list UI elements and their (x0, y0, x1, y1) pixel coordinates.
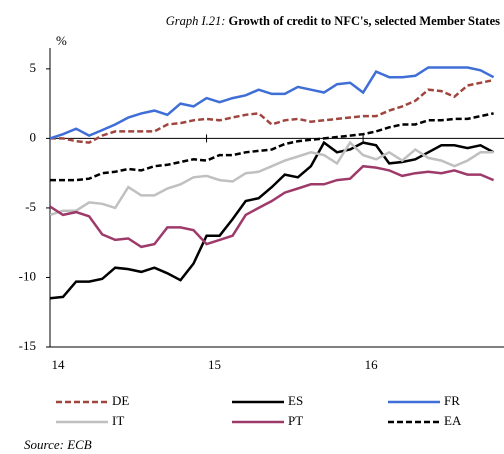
legend-label: ES (288, 393, 303, 408)
x-tick-label: 16 (365, 357, 379, 372)
legend-label: DE (112, 393, 129, 408)
series-line (50, 164, 495, 249)
y-axis-label: % (56, 33, 67, 48)
legend-label: IT (112, 413, 124, 428)
y-tick-label: -10 (19, 268, 36, 283)
series-line (50, 66, 495, 140)
series-line (50, 140, 495, 300)
legend-label: FR (444, 393, 460, 408)
legend-label: PT (288, 413, 303, 428)
y-tick-label: 0 (30, 129, 37, 144)
plot-area (50, 66, 495, 300)
chart-title: Graph I.21: Growth of credit to NFC's, s… (166, 14, 500, 28)
legend-label: EA (444, 413, 462, 428)
y-tick-label: 5 (30, 60, 37, 75)
source: Source: ECB (24, 437, 92, 452)
title-label: Graph I.21: (166, 14, 226, 28)
x-tick-label: 15 (208, 357, 221, 372)
x-tick-label: 14 (52, 357, 66, 372)
series-line (50, 112, 494, 182)
series-line (50, 140, 494, 217)
y-tick-label: -15 (19, 338, 36, 353)
series-line (50, 78, 494, 144)
title-text: Growth of credit to NFC's, selected Memb… (229, 14, 501, 28)
y-tick-label: -5 (25, 199, 36, 214)
